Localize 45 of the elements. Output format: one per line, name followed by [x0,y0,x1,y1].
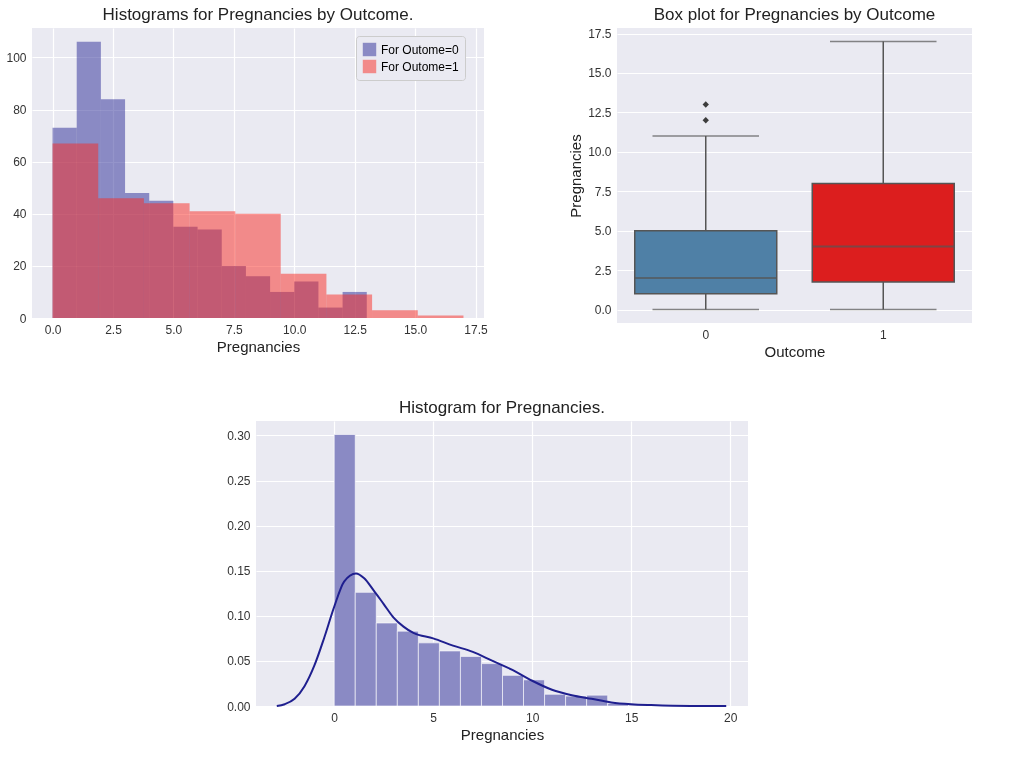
x-tick-label: 20 [724,710,738,725]
x-tick-label: 2.5 [105,322,123,337]
x-axis-title: Pregnancies [460,725,545,743]
y-tick-label: 0.0 [594,303,612,318]
x-tick-label: 17.5 [464,322,489,337]
y-tick-label: 5.0 [594,224,612,239]
y-tick-label: 0 [19,311,27,326]
y-tick-label: 0.20 [227,519,251,534]
y-tick-label: 20 [13,259,27,274]
chart-title: Box plot for Pregnancies by Outcome [653,4,936,24]
y-tick-label: 0.10 [227,609,251,624]
y-tick-label: 10.0 [588,145,612,160]
x-tick-label: 0.0 [44,322,62,337]
x-tick-label: 0 [702,327,710,342]
x-tick-label: 10.0 [283,322,307,337]
x-tick-label: 12.5 [343,322,368,337]
line-series [275,572,728,707]
x-tick-label: 15 [625,710,639,725]
chart-title: Histograms for Pregnancies by Outcome. [102,5,414,24]
y-tick-label: 0.05 [227,654,251,669]
legend-label: For Outome=0 [381,42,460,57]
y-tick-label: 0.00 [227,699,251,714]
y-tick-label: 80 [13,103,27,118]
y-tick-label: 60 [13,155,27,170]
y-tick-label: 17.5 [588,27,612,42]
y-tick-label: 100 [6,50,27,65]
y-tick-label: 15.0 [588,66,612,81]
x-tick-label: 5.0 [165,322,183,337]
y-tick-label: 2.5 [594,263,612,278]
y-tick-label: 7.5 [594,184,612,199]
x-tick-label: 10 [526,710,540,725]
y-tick-label: 12.5 [588,105,612,120]
x-tick-label: 1 [879,327,887,342]
legend-label: For Outome=1 [381,59,460,74]
x-tick-label: 0 [331,710,339,725]
y-tick-label: 0.25 [227,474,251,489]
x-axis-title: Outcome [764,342,826,360]
x-tick-label: 15.0 [403,322,428,337]
y-tick-label: 40 [13,207,27,222]
y-tick-label: 0.15 [227,564,251,579]
x-axis-title: Pregnancies [216,337,301,355]
x-tick-label: 5 [430,710,438,725]
y-axis-title: Pregnancies [567,134,585,218]
y-tick-label: 0.30 [227,428,251,443]
chart-title: Histogram for Pregnancies. [399,398,605,417]
